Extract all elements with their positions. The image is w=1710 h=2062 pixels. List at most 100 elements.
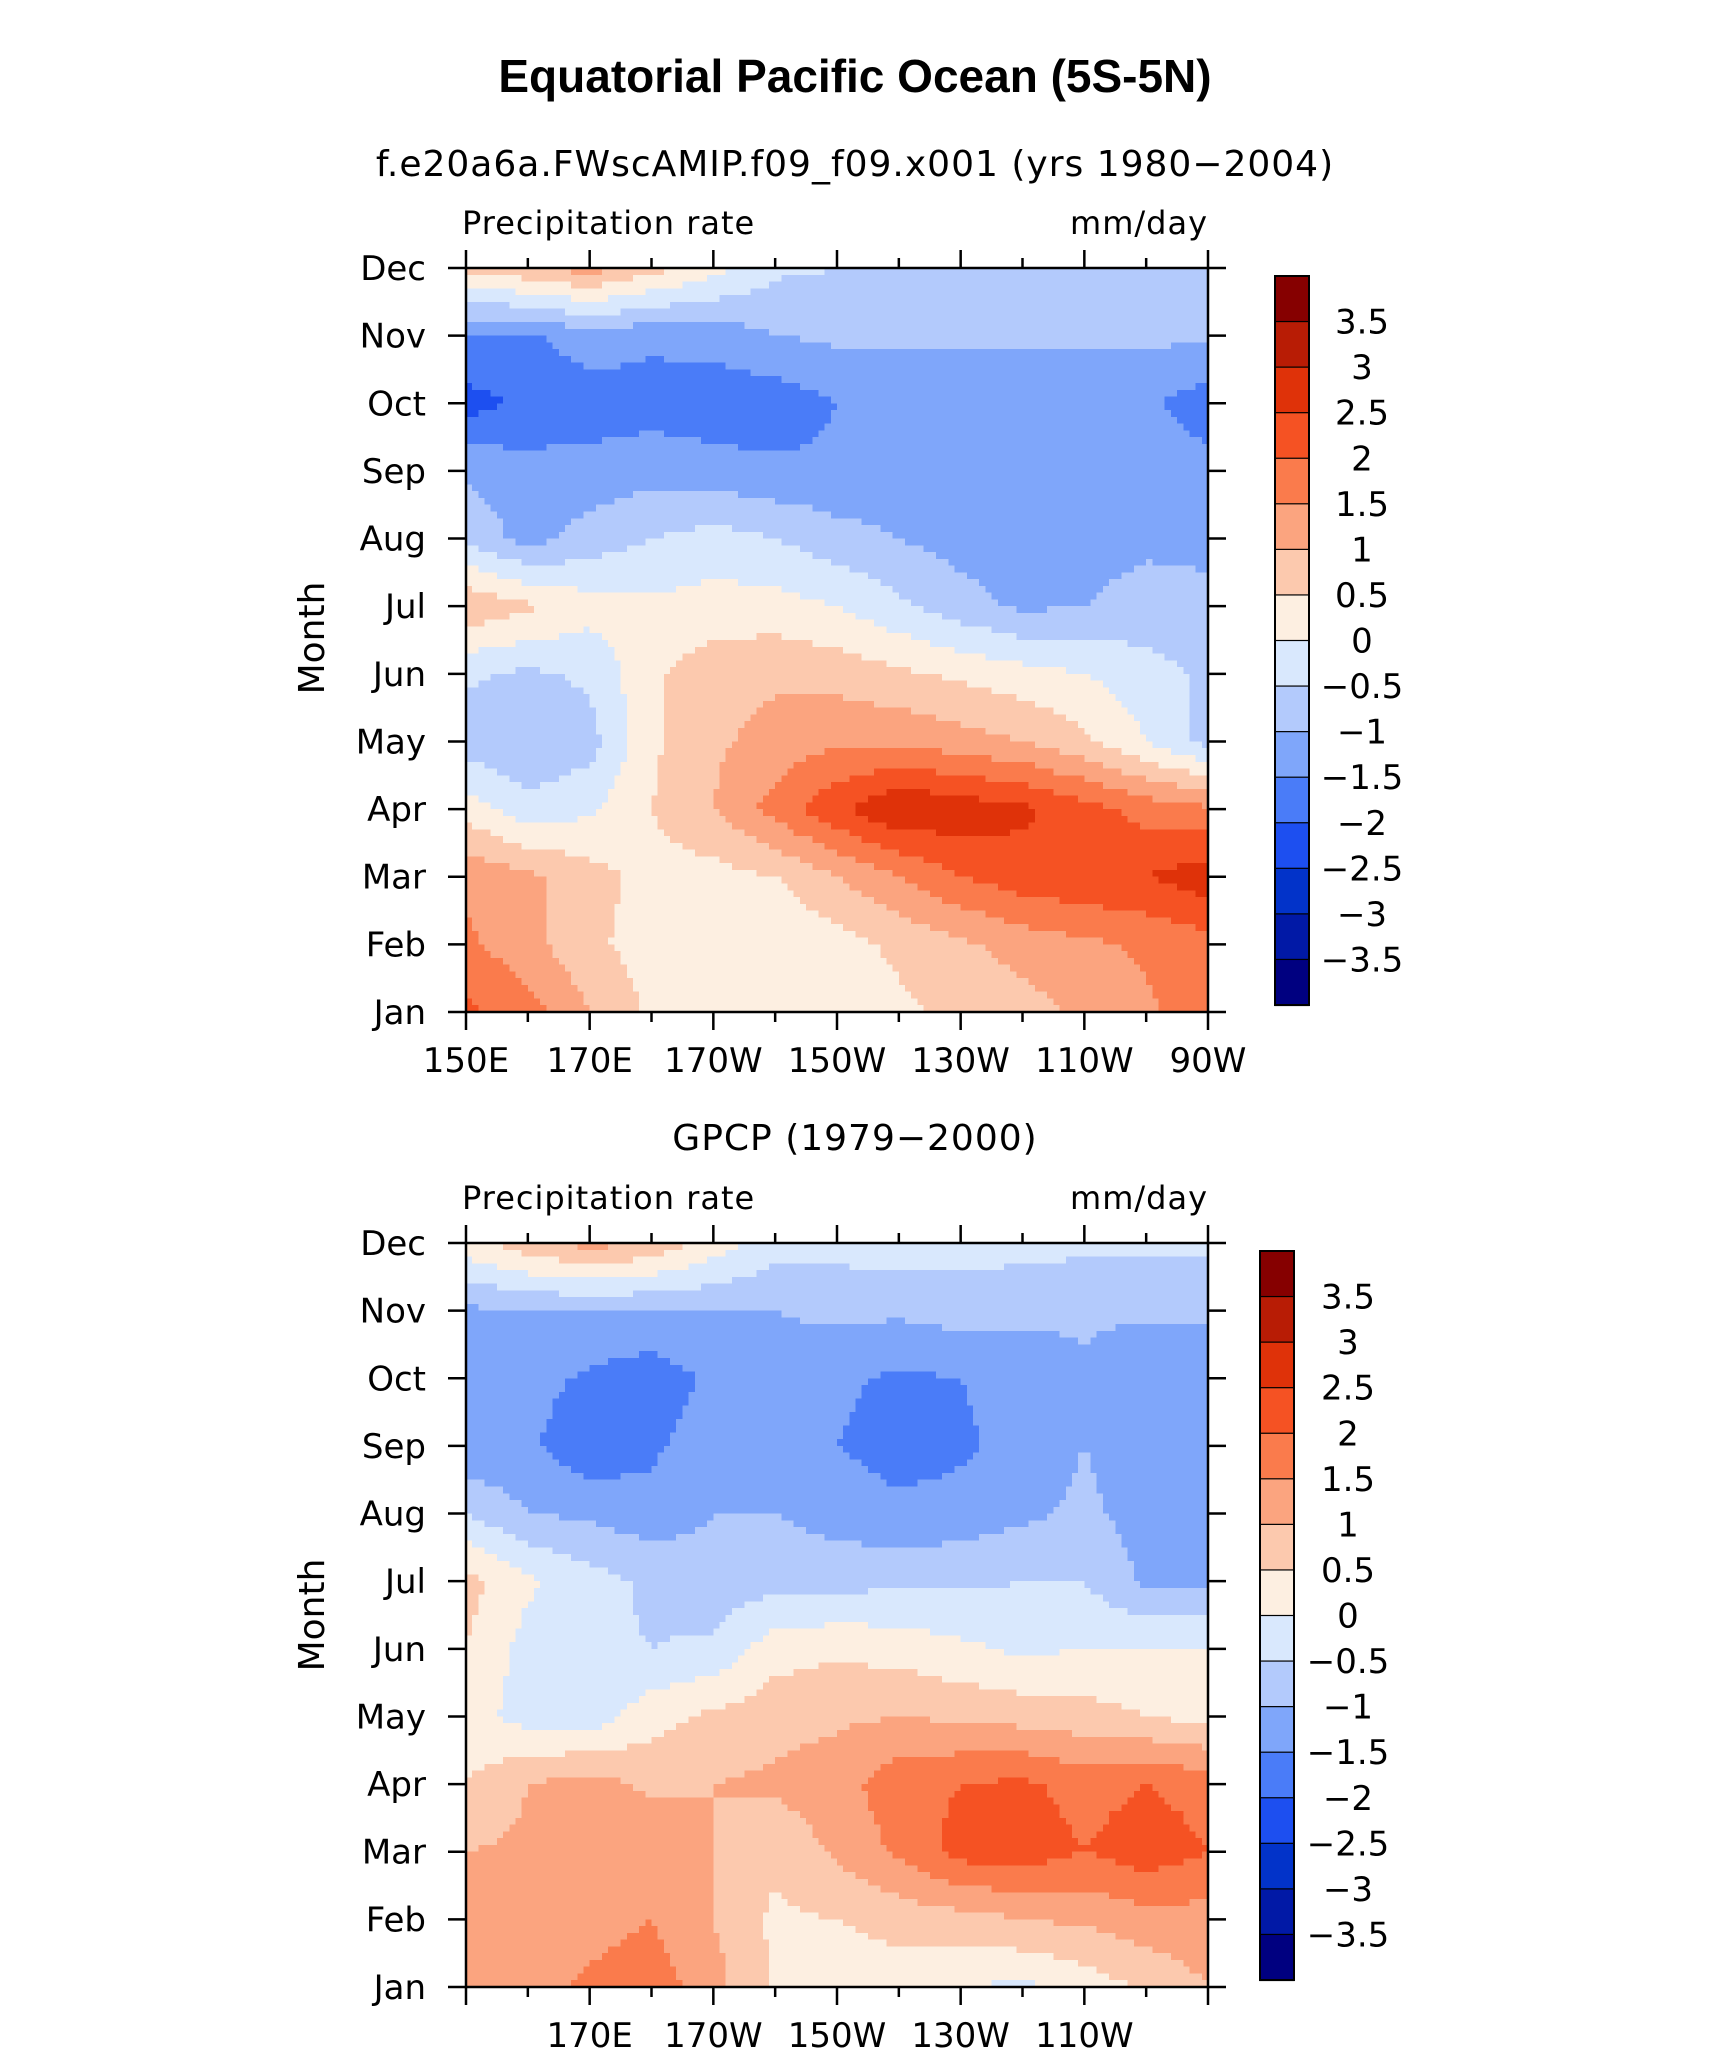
- heatmap-cell: [596, 322, 603, 329]
- heatmap-cell: [491, 491, 498, 498]
- heatmap-cell: [954, 282, 961, 289]
- heatmap-cell: [1078, 471, 1085, 478]
- heatmap-cell: [1109, 478, 1116, 485]
- heatmap-cell: [602, 525, 609, 532]
- heatmap-cell: [930, 417, 937, 424]
- heatmap-cell: [682, 309, 689, 316]
- heatmap-cell: [658, 491, 665, 498]
- heatmap-cell: [497, 322, 504, 329]
- heatmap-cell: [1109, 403, 1116, 410]
- heatmap-cell: [546, 397, 553, 404]
- heatmap-cell: [1196, 532, 1203, 539]
- heatmap-cell: [503, 437, 510, 444]
- heatmap-cell: [992, 424, 999, 431]
- heatmap-cell: [948, 484, 955, 491]
- heatmap-cell: [1078, 397, 1085, 404]
- heatmap-cell: [602, 342, 609, 349]
- heatmap-cell: [992, 437, 999, 444]
- heatmap-cell: [682, 457, 689, 464]
- heatmap-cell: [1004, 457, 1011, 464]
- heatmap-cell: [1010, 322, 1017, 329]
- heatmap-cell: [515, 518, 522, 525]
- heatmap-cell: [1066, 410, 1073, 417]
- heatmap-cell: [812, 363, 819, 370]
- heatmap-cell: [769, 349, 776, 356]
- heatmap-cell: [775, 342, 782, 349]
- heatmap-cell: [825, 329, 832, 336]
- heatmap-cell: [1128, 369, 1135, 376]
- heatmap-cell: [924, 397, 931, 404]
- heatmap-cell: [559, 363, 566, 370]
- heatmap-cell: [806, 539, 813, 546]
- heatmap-cell: [627, 410, 634, 417]
- heatmap-cell: [670, 511, 677, 518]
- heatmap-cell: [546, 336, 553, 343]
- heatmap-cell: [849, 532, 856, 539]
- heatmap-cell: [1115, 369, 1122, 376]
- heatmap-cell: [1060, 511, 1067, 518]
- heatmap-cell: [726, 424, 733, 431]
- heatmap-cell: [1183, 539, 1190, 546]
- heatmap-cell: [942, 478, 949, 485]
- heatmap-cell: [1010, 417, 1017, 424]
- heatmap-cell: [818, 275, 825, 282]
- heatmap-cell: [1183, 390, 1190, 397]
- heatmap-cell: [701, 403, 708, 410]
- heatmap-cell: [1140, 457, 1147, 464]
- heatmap-cell: [868, 518, 875, 525]
- heatmap-cell: [472, 511, 479, 518]
- heatmap-cell: [973, 471, 980, 478]
- heatmap-cell: [794, 383, 801, 390]
- heatmap-cell: [1047, 376, 1054, 383]
- heatmap-cell: [1177, 437, 1184, 444]
- heatmap-cell: [1183, 424, 1190, 431]
- heatmap-cell: [856, 471, 863, 478]
- heatmap-cell: [849, 282, 856, 289]
- heatmap-cell: [608, 417, 615, 424]
- heatmap-cell: [1023, 363, 1030, 370]
- heatmap-cell: [794, 444, 801, 451]
- heatmap-cell: [1029, 309, 1036, 316]
- heatmap-cell: [1016, 437, 1023, 444]
- heatmap-cell: [1196, 498, 1203, 505]
- heatmap-cell: [491, 336, 498, 343]
- heatmap-cell: [1115, 417, 1122, 424]
- heatmap-cell: [621, 295, 628, 302]
- heatmap-cell: [911, 288, 918, 295]
- heatmap-cell: [924, 451, 931, 458]
- heatmap-cell: [868, 464, 875, 471]
- heatmap-cell: [614, 390, 621, 397]
- heatmap-cell: [472, 430, 479, 437]
- heatmap-cell: [1165, 329, 1172, 336]
- heatmap-cell: [614, 511, 621, 518]
- heatmap-cell: [713, 525, 720, 532]
- heatmap-cell: [905, 444, 912, 451]
- heatmap-cell: [985, 430, 992, 437]
- heatmap-cell: [1053, 430, 1060, 437]
- heatmap-cell: [936, 444, 943, 451]
- heatmap-cell: [670, 478, 677, 485]
- heatmap-cell: [1016, 349, 1023, 356]
- heatmap-cell: [862, 349, 869, 356]
- heatmap-cell: [1134, 336, 1141, 343]
- heatmap-cell: [880, 302, 887, 309]
- heatmap-cell: [769, 282, 776, 289]
- heatmap-cell: [528, 437, 535, 444]
- heatmap-cell: [1097, 383, 1104, 390]
- heatmap-cell: [979, 424, 986, 431]
- heatmap-cell: [695, 309, 702, 316]
- heatmap-cell: [664, 505, 671, 512]
- heatmap-cell: [781, 356, 788, 363]
- heatmap-cell: [491, 457, 498, 464]
- heatmap-cell: [806, 295, 813, 302]
- heatmap-cell: [590, 464, 597, 471]
- heatmap-cell: [701, 464, 708, 471]
- heatmap-cell: [998, 491, 1005, 498]
- heatmap-cell: [485, 545, 492, 552]
- heatmap-cell: [658, 397, 665, 404]
- heatmap-cell: [701, 444, 708, 451]
- heatmap-cell: [546, 457, 553, 464]
- heatmap-cell: [800, 315, 807, 322]
- heatmap-cell: [509, 525, 516, 532]
- heatmap-cell: [1134, 275, 1141, 282]
